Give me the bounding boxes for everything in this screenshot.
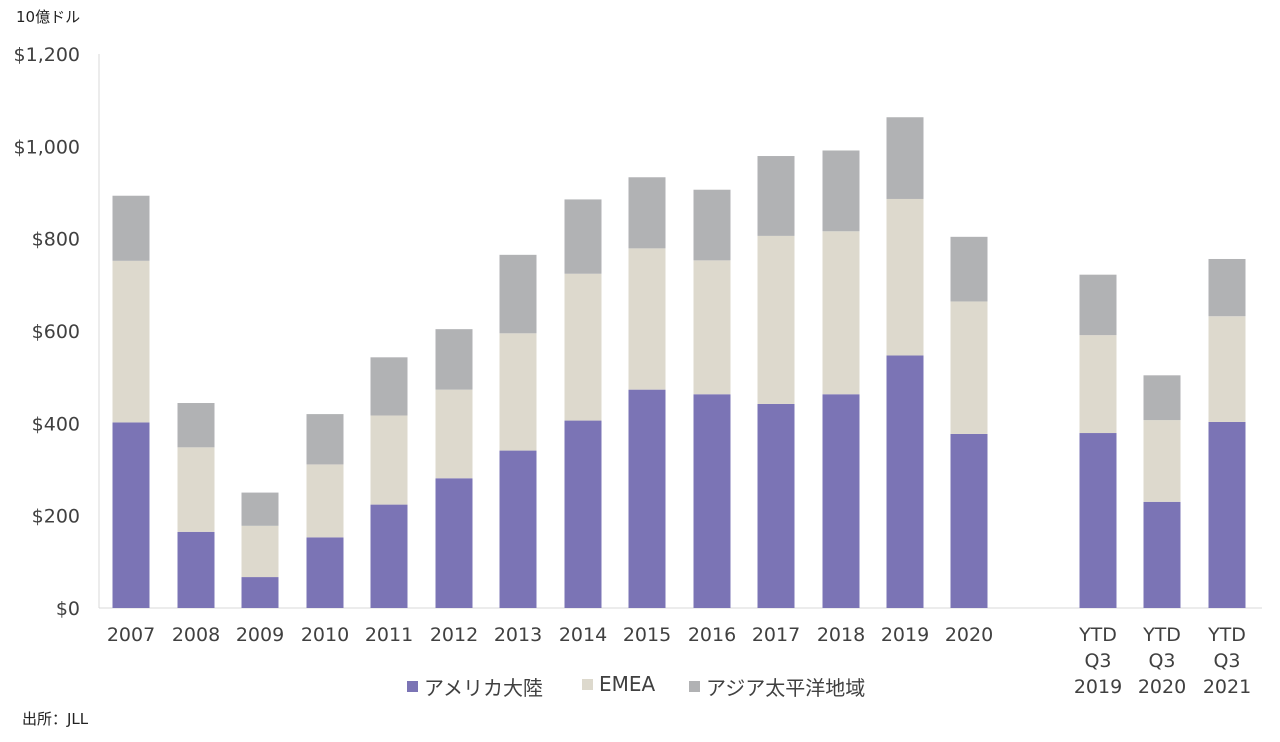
- bar-segment-emea: [177, 447, 215, 532]
- bar-segment-americas: [950, 433, 988, 608]
- legend-label-emea: EMEA: [599, 672, 656, 696]
- bar-segment-emea: [693, 260, 731, 395]
- legend-item-emea: EMEA: [582, 672, 655, 696]
- bar-segment-americas: [306, 537, 344, 608]
- bar-segment-americas: [1143, 501, 1181, 608]
- x-tick-label: 2007: [107, 624, 155, 646]
- x-tick-label: 2013: [494, 624, 542, 646]
- bar-segment-americas: [435, 478, 473, 608]
- bar-segment-americas: [1079, 433, 1117, 608]
- legend-item-apac: アジア太平洋地域: [689, 672, 865, 701]
- legend-swatch-apac: [689, 681, 700, 692]
- x-tick-label: 2020: [945, 624, 993, 646]
- x-tick-label: YTD Q3 2020: [1138, 624, 1186, 698]
- x-tick-label: 2011: [365, 624, 413, 646]
- bar-segment-emea: [564, 273, 602, 421]
- x-tick-label: 2018: [817, 624, 865, 646]
- bar-segment-apac: [950, 236, 988, 302]
- x-tick-label: YTD Q3 2019: [1074, 624, 1122, 698]
- bar-segment-apac: [693, 189, 731, 261]
- y-tick-label: $400: [32, 413, 80, 435]
- bar-segment-apac: [757, 156, 795, 236]
- bar-segment-apac: [822, 150, 860, 232]
- bar-segment-emea: [1079, 335, 1117, 434]
- bar-segment-emea: [370, 415, 408, 505]
- bar-segment-emea: [499, 333, 537, 451]
- bar-segment-americas: [693, 394, 731, 608]
- bar-segment-apac: [628, 177, 666, 249]
- bar-segment-emea: [1208, 316, 1246, 422]
- bar-segment-apac: [1143, 375, 1181, 421]
- legend-swatch-americas: [407, 681, 418, 692]
- y-tick-label: $1,200: [14, 44, 80, 66]
- y-tick-label: $1,000: [14, 136, 80, 158]
- x-tick-label: 2012: [430, 624, 478, 646]
- x-tick-label: YTD Q3 2021: [1203, 624, 1251, 698]
- y-tick-label: $200: [32, 506, 80, 528]
- bar-segment-apac: [241, 492, 279, 526]
- bar-segment-emea: [306, 464, 344, 538]
- bar-segment-apac: [1079, 274, 1117, 336]
- y-axis-ticks: $0 $200 $400 $600 $800 $1,000 $1,200: [14, 44, 80, 620]
- legend-swatch-emea: [582, 678, 593, 690]
- x-axis-labels: 2007 2008 2009 2010 2011 2012 2013 2014 2015 2016…: [107, 624, 1251, 698]
- bar-segment-apac: [1208, 258, 1246, 317]
- bar-segment-americas: [241, 577, 279, 608]
- bar-segment-americas: [564, 420, 602, 608]
- bar-segment-americas: [112, 422, 150, 608]
- bar-segment-apac: [177, 403, 215, 448]
- bar-segment-americas: [886, 355, 924, 608]
- x-tick-label: 2015: [623, 624, 671, 646]
- bar-segment-emea: [1143, 420, 1181, 502]
- bar-segment-americas: [822, 394, 860, 608]
- bar-segment-americas: [177, 531, 215, 608]
- legend-item-americas: アメリカ大陸: [407, 672, 543, 701]
- bar-segment-emea: [628, 248, 666, 390]
- bar-segment-apac: [370, 357, 408, 416]
- bar-segment-americas: [628, 389, 666, 608]
- bar-segment-americas: [757, 403, 795, 608]
- bar-segment-apac: [499, 254, 537, 334]
- legend-label-americas: アメリカ大陸: [424, 676, 543, 700]
- bar-segment-americas: [499, 450, 537, 608]
- y-tick-label: $0: [56, 598, 80, 620]
- bar-segment-emea: [112, 260, 150, 423]
- bar-segment-americas: [1208, 421, 1246, 608]
- x-tick-label: 2010: [301, 624, 349, 646]
- x-tick-label: 2019: [881, 624, 929, 646]
- bar-segment-americas: [370, 504, 408, 608]
- bar-segment-apac: [112, 195, 150, 261]
- x-tick-label: 2014: [559, 624, 607, 646]
- bar-segment-emea: [435, 389, 473, 479]
- y-tick-label: $600: [32, 321, 80, 343]
- bar-segment-emea: [822, 231, 860, 395]
- bar-segment-apac: [886, 117, 924, 199]
- x-tick-label: 2016: [688, 624, 736, 646]
- bar-segment-emea: [886, 198, 924, 356]
- unit-label: 10億ドル: [16, 8, 81, 26]
- bar-segment-emea: [241, 525, 279, 578]
- x-tick-label: 2017: [752, 624, 800, 646]
- x-tick-label: 2009: [236, 624, 284, 646]
- bar-segment-emea: [757, 235, 795, 404]
- legend: アメリカ大陸 EMEA アジア太平洋地域: [0, 672, 1280, 702]
- source-note: 出所：JLL: [22, 710, 89, 728]
- x-tick-label: 2008: [172, 624, 220, 646]
- y-tick-label: $800: [32, 229, 80, 251]
- bars: [112, 117, 1246, 608]
- bar-segment-apac: [564, 199, 602, 274]
- bar-segment-apac: [435, 329, 473, 390]
- legend-label-apac: アジア太平洋地域: [706, 676, 866, 700]
- bar-segment-emea: [950, 301, 988, 434]
- bar-segment-apac: [306, 414, 344, 465]
